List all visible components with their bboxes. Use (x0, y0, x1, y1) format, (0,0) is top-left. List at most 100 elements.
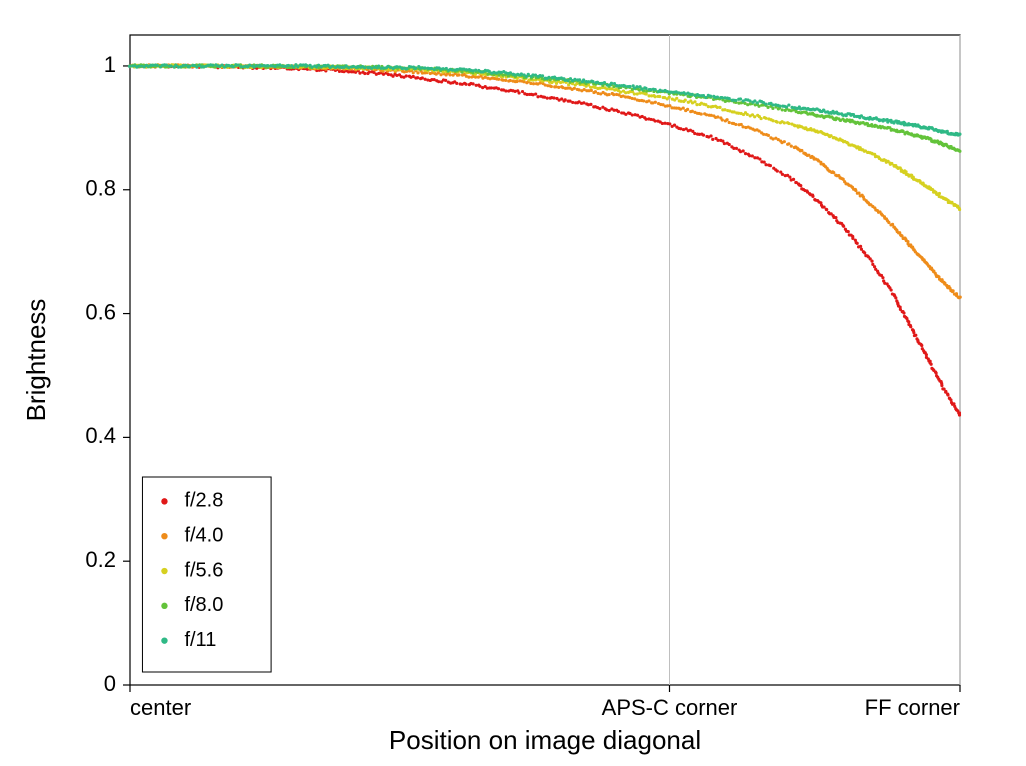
data-point (758, 157, 761, 160)
data-point (647, 99, 650, 102)
data-point (405, 67, 408, 70)
data-point (456, 68, 459, 71)
data-point (958, 132, 961, 135)
legend-label: f/2.8 (184, 490, 223, 512)
data-point (787, 103, 790, 106)
data-point (460, 70, 463, 73)
data-point (509, 71, 512, 74)
data-point (832, 171, 835, 174)
data-point (128, 65, 131, 68)
data-point (728, 143, 731, 146)
data-point (490, 86, 493, 89)
data-point (663, 122, 666, 125)
data-point (788, 175, 791, 178)
data-point (741, 125, 744, 128)
data-point (532, 82, 535, 85)
data-point (536, 95, 539, 98)
data-point (958, 150, 961, 153)
data-point (718, 106, 721, 109)
data-point (748, 99, 751, 102)
data-point (654, 88, 657, 91)
data-point (577, 88, 580, 91)
data-point (156, 64, 159, 67)
data-point (728, 121, 731, 124)
data-point (140, 65, 143, 68)
data-point (594, 90, 597, 93)
data-point (603, 81, 606, 84)
data-point (825, 208, 828, 211)
data-point (787, 122, 790, 125)
data-point (783, 140, 786, 143)
data-point (573, 78, 576, 81)
data-point (679, 127, 682, 130)
data-point (395, 65, 398, 68)
data-point (266, 64, 269, 67)
data-point (709, 134, 712, 137)
data-point (552, 96, 555, 99)
data-point (753, 115, 756, 118)
data-point (610, 82, 613, 85)
data-point (707, 105, 710, 108)
data-point (857, 191, 860, 194)
data-point (856, 242, 859, 245)
x-tick-label: FF corner (865, 695, 960, 720)
data-point (541, 74, 544, 77)
data-point (278, 63, 281, 66)
data-point (467, 75, 470, 78)
legend-label: f/5.6 (184, 559, 223, 581)
data-point (598, 107, 601, 110)
data-point (735, 147, 738, 150)
data-point (834, 216, 837, 219)
data-point (573, 87, 576, 90)
data-point (764, 163, 767, 166)
data-point (847, 230, 850, 233)
data-point (764, 117, 767, 120)
data-point (554, 85, 557, 88)
x-tick-label: APS-C corner (602, 695, 738, 720)
data-point (550, 85, 553, 88)
data-point (695, 103, 698, 106)
data-point (557, 86, 560, 89)
data-point (412, 71, 415, 74)
data-point (442, 67, 445, 70)
data-point (859, 245, 862, 248)
data-point (951, 289, 954, 292)
data-point (757, 105, 760, 108)
data-point (587, 80, 590, 83)
data-point (331, 65, 334, 68)
data-point (668, 96, 671, 99)
data-point (748, 154, 751, 157)
data-point (711, 138, 714, 141)
data-point (633, 92, 636, 95)
data-point (949, 398, 952, 401)
data-point (914, 334, 917, 337)
data-point (645, 92, 648, 95)
data-point (863, 251, 866, 254)
data-point (188, 65, 191, 68)
legend-swatch (161, 498, 167, 504)
data-point (705, 113, 708, 116)
data-point (959, 295, 962, 298)
data-point (746, 113, 749, 116)
data-point (766, 106, 769, 109)
data-point (644, 118, 647, 121)
data-point (605, 88, 608, 91)
data-point (347, 66, 350, 69)
data-point (534, 92, 537, 95)
data-point (561, 86, 564, 89)
data-point (787, 142, 790, 145)
legend-swatch (161, 568, 167, 574)
legend-swatch (161, 603, 167, 609)
data-point (448, 73, 451, 76)
data-point (739, 97, 742, 100)
data-point (709, 95, 712, 98)
data-point (654, 101, 657, 104)
data-point (842, 225, 845, 228)
data-point (458, 73, 461, 76)
data-point (938, 192, 941, 195)
data-point (416, 76, 419, 79)
data-point (958, 413, 961, 416)
data-point (504, 79, 507, 82)
legend: f/2.8f/4.0f/5.6f/8.0f/11 (142, 477, 271, 672)
data-point (543, 96, 546, 99)
